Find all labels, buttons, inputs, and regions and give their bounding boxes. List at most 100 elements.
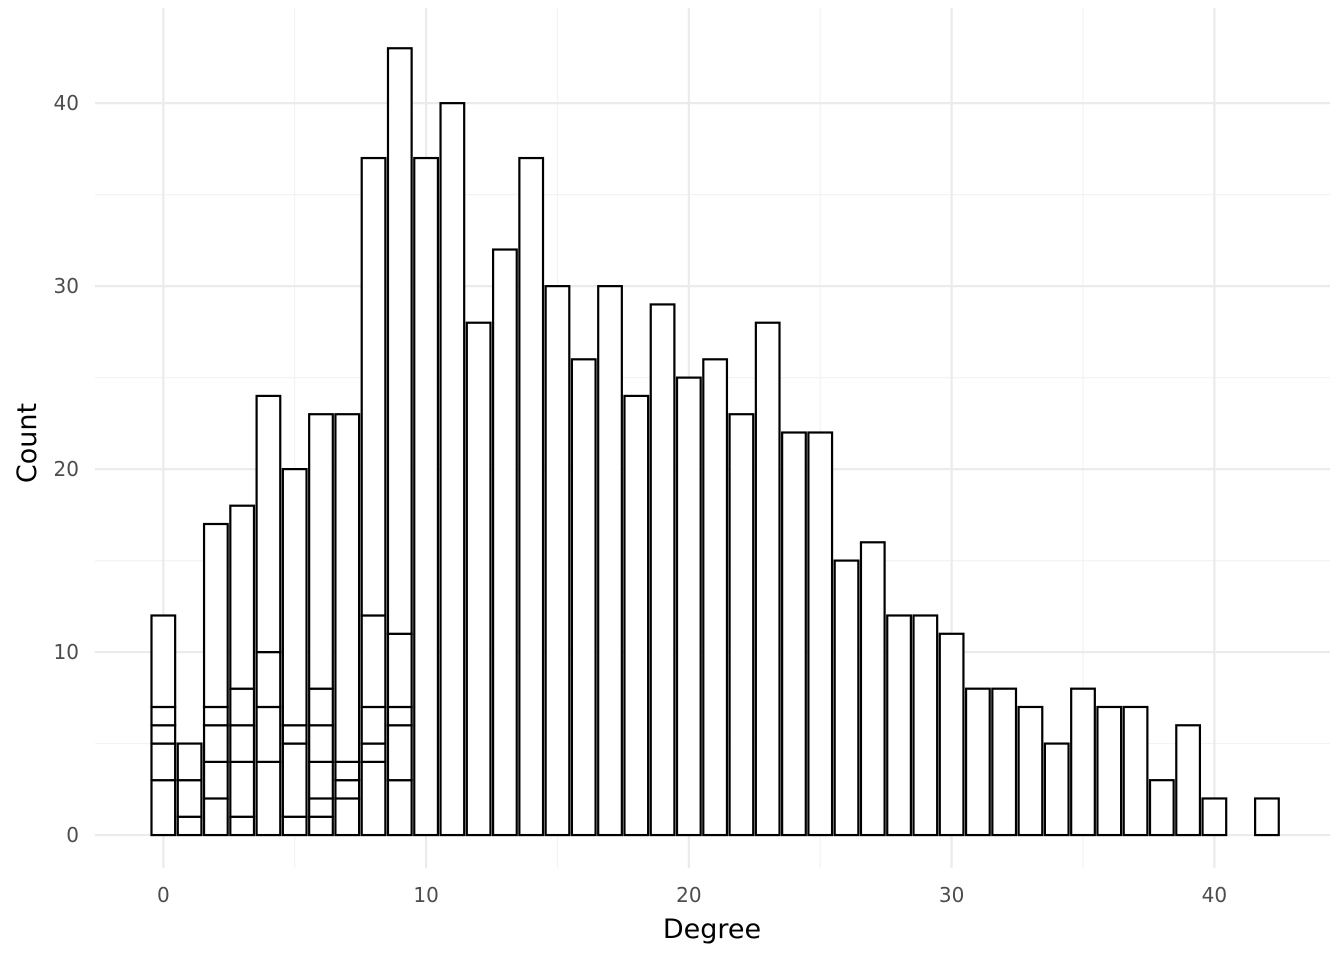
bar-segment — [229, 687, 256, 727]
x-tick-label: 20 — [676, 883, 701, 907]
bar-degree-10 — [413, 156, 440, 837]
bar-segment — [781, 431, 807, 837]
bar-segment — [1122, 705, 1149, 837]
bar-segment — [413, 156, 440, 837]
bar-segment — [150, 614, 177, 709]
y-tick-label: 40 — [54, 91, 79, 115]
bar-segment — [360, 742, 387, 763]
y-tick-label: 0 — [66, 823, 79, 847]
bar-segment — [649, 303, 676, 837]
bar-segment — [308, 797, 334, 818]
bar-segment — [229, 504, 256, 690]
bar-degree-18 — [623, 394, 650, 837]
bar-segment — [202, 724, 229, 763]
bar-segment — [386, 632, 413, 709]
x-axis-ticks: 0 10 20 30 40 — [157, 883, 1227, 907]
bar-degree-20 — [675, 376, 702, 837]
bar-degree-2 — [202, 522, 229, 837]
bar-segment — [1254, 797, 1280, 837]
bar-segment — [386, 779, 413, 837]
bar-segment — [1148, 779, 1175, 837]
bar-segment — [281, 468, 308, 727]
bar-degree-23 — [754, 321, 781, 837]
bar-segment — [308, 413, 334, 690]
bar-segment — [176, 742, 203, 782]
bar-degree-28 — [886, 614, 912, 837]
bar-segment — [991, 687, 1018, 837]
bar-segment — [1070, 687, 1096, 837]
bar-degree-34 — [1043, 742, 1070, 837]
bar-segment — [1043, 742, 1070, 837]
bar-degree-16 — [570, 358, 597, 837]
bar-degree-37 — [1122, 705, 1149, 837]
bar-segment — [150, 705, 177, 727]
bar-segment — [728, 413, 755, 837]
bar-segment — [807, 431, 834, 837]
bar-segment — [150, 742, 177, 782]
y-tick-label: 30 — [54, 274, 79, 298]
bar-segment — [386, 47, 413, 635]
bar-segment — [964, 687, 991, 837]
bar-segment — [229, 815, 256, 837]
bar-degree-14 — [518, 156, 545, 837]
bar-segment — [308, 760, 334, 800]
bar-segment — [623, 394, 650, 837]
bar-segment — [1201, 797, 1228, 837]
bar-degree-12 — [465, 321, 492, 837]
bar-segment — [334, 797, 361, 837]
bar-segment — [360, 614, 387, 709]
bar-segment — [202, 522, 229, 709]
x-axis-title: Degree — [663, 914, 761, 945]
bar-segment — [360, 705, 387, 745]
bar-degree-39 — [1175, 724, 1202, 837]
bar-degree-24 — [781, 431, 807, 837]
y-axis-title: Count — [12, 403, 43, 483]
bar-segment — [281, 724, 308, 745]
bar-segment — [202, 760, 229, 800]
x-tick-label: 10 — [413, 883, 438, 907]
bar-segment — [281, 815, 308, 837]
bar-segment — [912, 614, 939, 837]
y-axis-ticks: 0 10 20 30 40 — [54, 91, 79, 847]
bar-degree-38 — [1148, 779, 1175, 837]
bar-segment — [255, 760, 282, 837]
bar-segment — [255, 705, 282, 763]
x-tick-label: 40 — [1202, 883, 1227, 907]
bar-segment — [255, 394, 282, 654]
bar-degree-22 — [728, 413, 755, 837]
bar-segment — [334, 413, 361, 763]
bar-degree-7 — [334, 413, 361, 837]
bar-degree-13 — [491, 248, 518, 837]
x-tick-label: 30 — [939, 883, 964, 907]
bar-segment — [754, 321, 781, 837]
bar-segment — [465, 321, 492, 837]
bar-segment — [255, 650, 282, 709]
bar-degree-27 — [859, 541, 886, 837]
bar-segment — [150, 779, 177, 837]
bar-degree-33 — [1017, 705, 1044, 837]
bar-segment — [360, 156, 387, 617]
bar-degree-21 — [702, 358, 729, 837]
bar-degree-4 — [255, 394, 282, 837]
bar-degree-17 — [597, 285, 623, 837]
bar-segment — [1096, 705, 1123, 837]
bar-segment — [886, 614, 912, 837]
bar-segment — [360, 760, 387, 837]
bar-segment — [597, 285, 623, 837]
bar-segment — [229, 760, 256, 818]
bar-segment — [938, 632, 965, 837]
bar-degree-6 — [308, 413, 334, 837]
bar-degree-29 — [912, 614, 939, 837]
bar-degree-32 — [991, 687, 1018, 837]
bar-segment — [859, 541, 886, 837]
bar-degree-35 — [1070, 687, 1096, 837]
bars — [150, 47, 1280, 837]
bar-segment — [334, 760, 361, 782]
bar-segment — [176, 815, 203, 837]
bar-segment — [308, 815, 334, 837]
bar-degree-8 — [360, 156, 387, 837]
bar-segment — [439, 102, 466, 837]
bar-segment — [833, 559, 860, 837]
